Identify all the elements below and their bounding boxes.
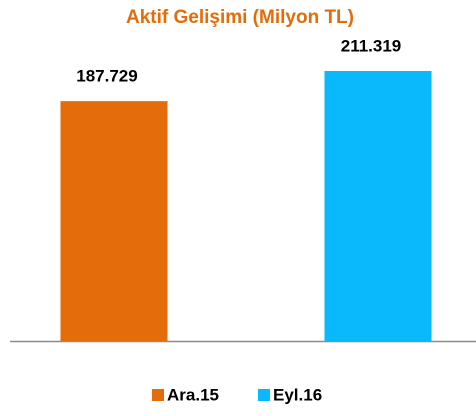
legend-swatch [152, 389, 164, 401]
legend-swatch [258, 389, 270, 401]
bar [324, 71, 432, 341]
legend-label: Ara.15 [167, 385, 219, 404]
chart-title: Aktif Gelişimi (Milyon TL) [126, 7, 354, 28]
value-label: 187.729 [76, 67, 137, 86]
legend-label: Eyl.16 [273, 385, 322, 404]
value-label: 211.319 [341, 36, 402, 55]
bar [60, 101, 168, 341]
